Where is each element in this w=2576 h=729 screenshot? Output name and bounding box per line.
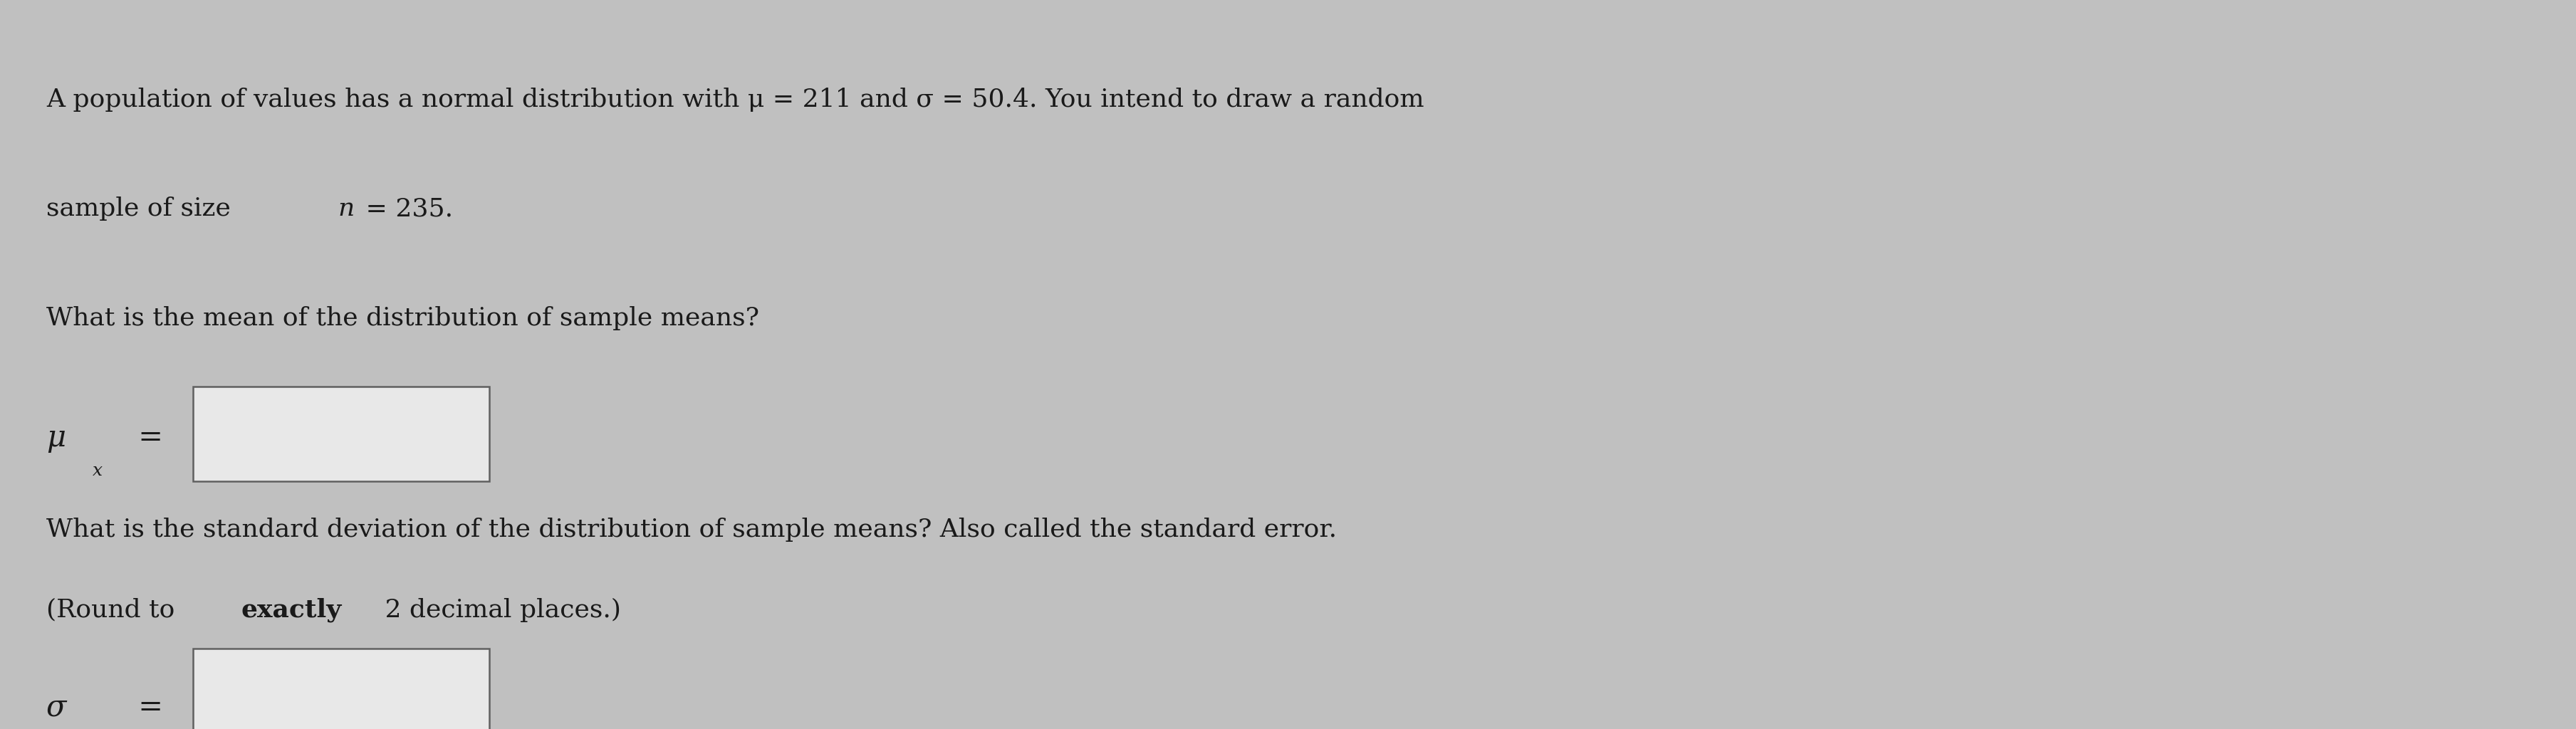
- Text: exactly: exactly: [240, 598, 343, 623]
- Text: = 235.: = 235.: [358, 197, 453, 221]
- FancyBboxPatch shape: [193, 649, 489, 729]
- Text: (Round to: (Round to: [46, 598, 183, 622]
- Text: 2 decimal places.): 2 decimal places.): [376, 598, 621, 622]
- Text: What is the standard deviation of the distribution of sample means? Also called : What is the standard deviation of the di…: [46, 518, 1337, 542]
- Text: μ: μ: [46, 423, 64, 453]
- FancyBboxPatch shape: [193, 386, 489, 481]
- Text: sample of size: sample of size: [46, 197, 240, 221]
- Text: x: x: [93, 463, 103, 479]
- Text: What is the mean of the distribution of sample means?: What is the mean of the distribution of …: [46, 306, 760, 330]
- Text: =: =: [129, 423, 162, 453]
- Text: n: n: [337, 197, 355, 221]
- Text: =: =: [129, 693, 162, 722]
- Text: σ: σ: [46, 693, 67, 722]
- Text: A population of values has a normal distribution with μ = 211 and σ = 50.4. You : A population of values has a normal dist…: [46, 87, 1425, 112]
